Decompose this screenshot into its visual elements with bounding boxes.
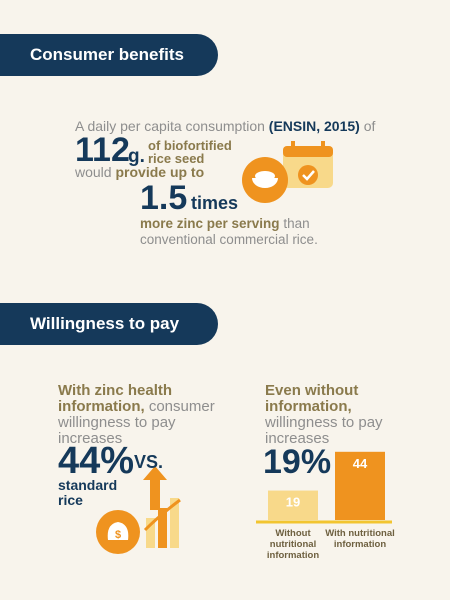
left-text: With zinc health information, consumer w… — [58, 383, 228, 447]
bar — [268, 490, 318, 520]
text: provide up to — [115, 164, 205, 180]
text: consumer willingness to pay increases — [58, 398, 215, 447]
factor: 1.5 — [140, 179, 188, 217]
rice-icon — [242, 141, 333, 203]
bar — [335, 451, 385, 520]
svg-text:$: $ — [115, 529, 121, 541]
text: of — [363, 118, 376, 134]
text: Even without information, — [265, 382, 359, 415]
bar-label: 44 — [353, 456, 368, 471]
section-title: Willingness to pay — [0, 303, 218, 345]
text: A daily per capita consumption — [75, 118, 265, 134]
text: With zinc health information, — [58, 382, 173, 415]
provide: would provide up to — [75, 164, 204, 180]
big-value: 44% — [58, 440, 135, 482]
text: willingness to pay increases — [265, 414, 383, 447]
text: more zinc per serving — [140, 216, 280, 231]
right-text: Even without information, willingness to… — [265, 383, 415, 447]
intro: A daily per capita consumption (ENSIN, 2… — [75, 118, 375, 134]
text: would — [75, 164, 112, 180]
bar-label: 19 — [286, 495, 300, 510]
vs: VS. — [134, 452, 164, 472]
section-title: Consumer benefits — [0, 34, 218, 76]
text: than conventional commercial rice. — [140, 216, 318, 247]
category-label: With nutritional information — [325, 528, 395, 550]
amount: 112 — [75, 131, 130, 169]
source: (ENSIN, 2015) — [268, 118, 360, 134]
seed: of biofortified rice seed — [148, 138, 232, 166]
times: times — [191, 193, 239, 213]
money-icon: $ — [96, 466, 181, 554]
big-value: 19% — [263, 443, 332, 481]
category-label: Without nutritional information — [266, 528, 320, 561]
more: more zinc per serving than conventional … — [140, 216, 355, 248]
unit: g. — [128, 146, 145, 167]
compare: standard rice — [58, 477, 118, 508]
